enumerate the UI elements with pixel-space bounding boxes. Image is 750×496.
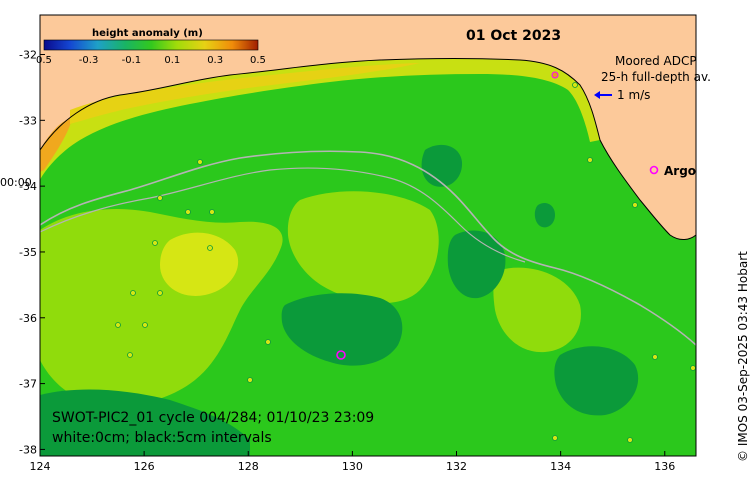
x-tick-label: 128: [238, 460, 259, 473]
contour-interval-info: white:0cm; black:5cm intervals: [52, 430, 272, 446]
imos-credit: © IMOS 03-Sep-2025 03:43 Hobart: [736, 251, 750, 462]
coastline: [40, 58, 696, 240]
adcp-legend-scale: 1 m/s: [617, 88, 651, 102]
x-tick-label: 130: [342, 460, 363, 473]
anomaly-high-6: [493, 267, 581, 353]
x-tick-label: 126: [134, 460, 155, 473]
x-axis: 124 126 128 130 132 134 136: [30, 451, 675, 473]
colorbar-tick-label: -0.1: [121, 55, 142, 66]
colorbar: [43, 39, 259, 51]
y-tick-label: -34: [19, 180, 37, 193]
y-axis: -32 -33 -34 -35 -36 -37 -38: [19, 48, 45, 456]
coastal-yellow-patch: [70, 63, 420, 124]
adcp-scale-arrow: [594, 91, 612, 99]
colorbar-tick-label: 0.3: [207, 55, 224, 66]
y-tick-label: -38: [19, 443, 37, 456]
anomaly-low-1: [281, 293, 403, 366]
adcp-legend-title: Moored ADCP: [615, 54, 697, 68]
x-tick-label: 124: [30, 460, 51, 473]
adcp-mooring-marker: [551, 71, 559, 79]
colorbar-tick-label: 0.5: [250, 55, 266, 66]
argo-legend-label: Argo: [664, 164, 697, 178]
y-tick-label: -33: [19, 114, 37, 127]
anomaly-low-2: [447, 230, 506, 299]
x-tick-label: 136: [654, 460, 675, 473]
colorbar-title: height anomaly (m): [92, 28, 203, 39]
y-tick-label: -36: [19, 312, 37, 325]
swot-pass-info: SWOT-PIC2_01 cycle 004/284; 01/10/23 23:…: [52, 410, 375, 426]
colorbar-tick-label: 0.1: [164, 55, 181, 66]
anomaly-high-4: [287, 191, 439, 304]
anomaly-low-6: [534, 203, 555, 228]
observation-dots: [115, 82, 696, 443]
y-tick-label: -37: [19, 378, 37, 391]
anomaly-low-3: [554, 346, 639, 416]
clipped-time-label: 00:00: [0, 176, 32, 189]
map-title: 01 Oct 2023: [466, 28, 562, 44]
colorbar-tick-label: 0.5: [36, 55, 52, 66]
shelf-contour: [40, 150, 696, 346]
colorbar-tick-label: -0.3: [78, 55, 99, 66]
anomaly-low-5: [40, 389, 250, 456]
plot-frame: [39, 14, 697, 457]
anomaly-high-2: [160, 232, 239, 296]
x-tick-label: 132: [446, 460, 467, 473]
argo-legend-marker: [649, 165, 659, 175]
shelf-contour-inner: [40, 167, 526, 263]
y-tick-label: -35: [19, 246, 37, 259]
adcp-legend-subtitle: 25-h full-depth av.: [601, 70, 711, 84]
y-tick-label: -32: [19, 48, 37, 61]
x-tick-label: 134: [550, 460, 571, 473]
coastal-orange-patch: [40, 118, 72, 172]
argo-float-marker: [336, 350, 346, 360]
